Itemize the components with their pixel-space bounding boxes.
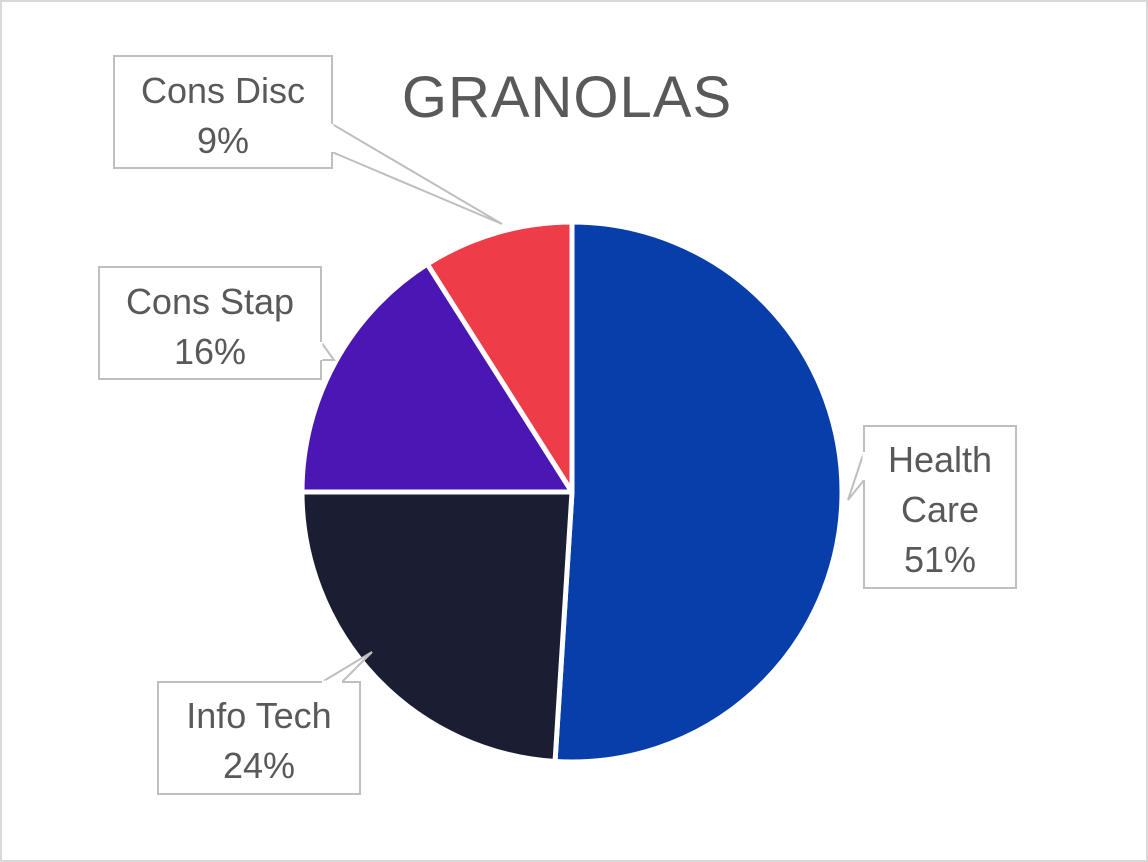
- slice-category-label: Info Tech: [186, 695, 331, 736]
- chart-title: GRANOLAS: [402, 65, 732, 130]
- data-label-callout: Cons Stap 16%: [98, 266, 336, 380]
- pie-slice: [424, 219, 575, 495]
- pie-slice: [299, 489, 575, 764]
- slice-category-label: Health: [888, 439, 992, 480]
- slice-percent-label: 9%: [197, 120, 249, 161]
- slice-category-label: Cons Stap: [126, 281, 294, 322]
- callout-box: [98, 266, 322, 380]
- callout-pointer: [331, 122, 503, 225]
- pie-slice: [552, 219, 845, 765]
- slice-percent-label: 16%: [174, 331, 246, 372]
- callout-box: [113, 55, 333, 169]
- callout-box: [157, 681, 361, 795]
- data-label-callout: Cons Disc 9%: [113, 55, 503, 225]
- slice-percent-label: 51%: [904, 539, 976, 580]
- slice-category-label: Cons Disc: [141, 70, 305, 111]
- callout-pointer: [320, 338, 336, 361]
- data-label-callout: Info Tech 24%: [157, 651, 373, 795]
- data-label-callout: Health Care 51%: [847, 425, 1017, 589]
- slices-layer: [299, 219, 845, 765]
- callout-box: [863, 425, 1017, 589]
- callout-pointer: [847, 451, 865, 501]
- pie-slice: [299, 261, 575, 495]
- slice-category-label: Care: [901, 489, 979, 530]
- slice-percent-label: 24%: [223, 745, 295, 786]
